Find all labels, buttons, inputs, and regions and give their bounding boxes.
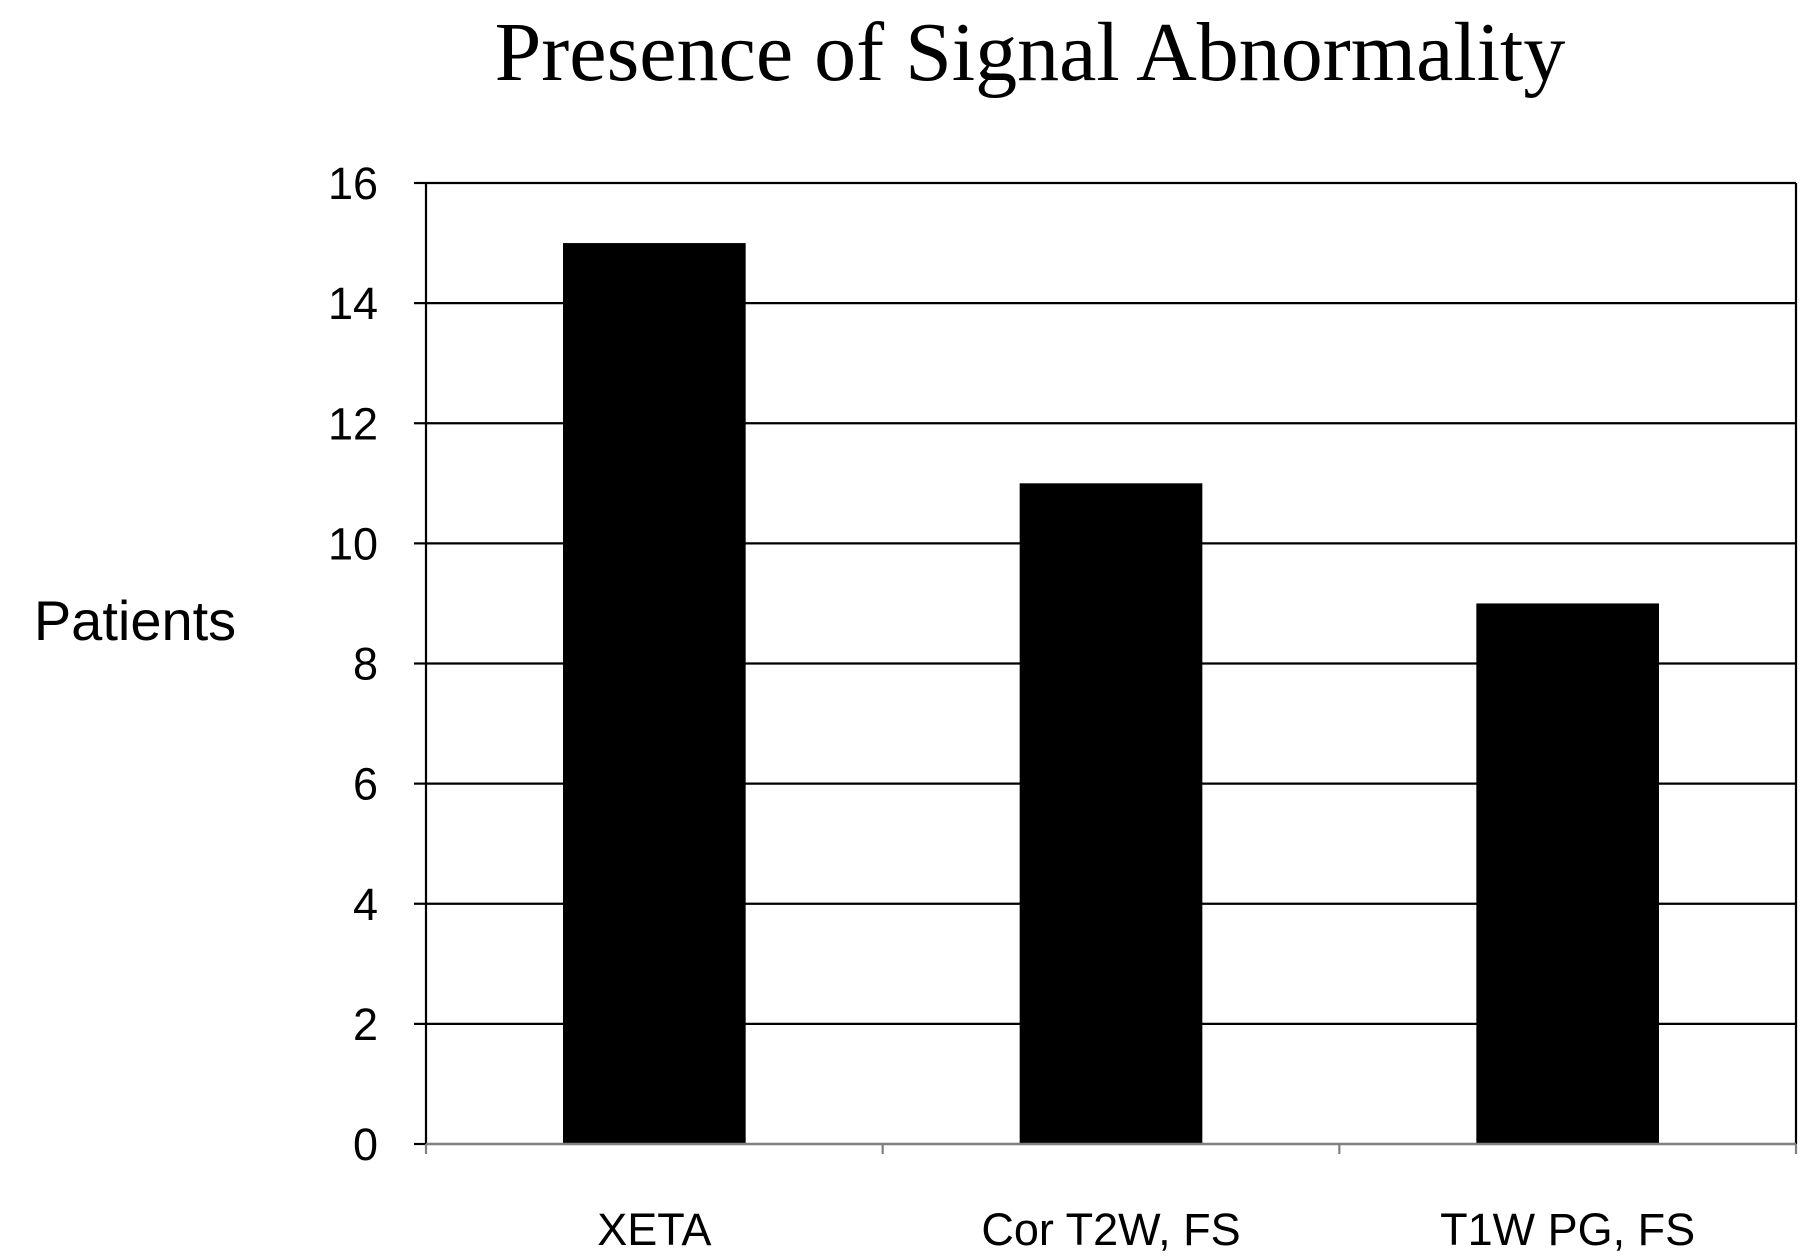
y-tick-label: 8 <box>353 639 378 690</box>
y-tick-label: 16 <box>328 158 378 209</box>
bar <box>1019 483 1203 1144</box>
y-tick-label: 2 <box>353 999 378 1050</box>
x-category-label: T1W PG, FS <box>1440 1204 1695 1255</box>
y-axis-label: Patients <box>34 589 236 652</box>
y-tick-label: 0 <box>353 1119 378 1170</box>
bar <box>1476 603 1659 1144</box>
x-category-label: XETA <box>597 1204 711 1255</box>
chart-title: Presence of Signal Abnormality <box>495 6 1566 99</box>
bars <box>563 243 1659 1144</box>
axes <box>414 181 1798 1154</box>
bar <box>563 243 746 1144</box>
y-tick-label: 6 <box>353 759 378 810</box>
y-tick-label: 4 <box>353 879 378 930</box>
y-tick-labels: 0 2 4 6 8 10 12 14 16 <box>328 158 378 1170</box>
y-tick-label: 14 <box>328 278 378 329</box>
y-tick-label: 10 <box>328 518 378 569</box>
y-tick-label: 12 <box>328 398 378 449</box>
x-category-labels: XETA Cor T2W, FS T1W PG, FS <box>597 1204 1695 1255</box>
x-category-label: Cor T2W, FS <box>981 1204 1240 1255</box>
